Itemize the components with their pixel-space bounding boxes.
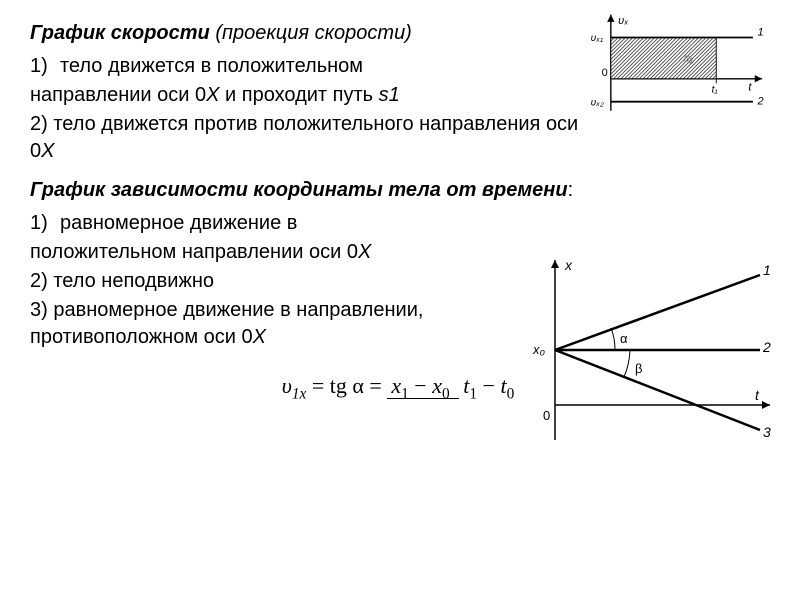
s1-item1-X: X bbox=[206, 84, 219, 106]
fd-s0: 0 bbox=[507, 385, 515, 402]
s1-item1-text: тело движется в положительном bbox=[60, 53, 363, 80]
g1-t1: t₁ bbox=[712, 85, 718, 96]
s1-item1-s1: s1 bbox=[379, 84, 400, 106]
fd-s1: 1 bbox=[469, 385, 477, 402]
coordinate-graph: x x₀ 0 t α β 1 2 3 bbox=[515, 255, 775, 445]
g2-l1: 1 bbox=[763, 262, 771, 278]
s2-item1-text: равномерное движение в bbox=[60, 210, 297, 237]
g1-xlabel: t bbox=[748, 82, 752, 94]
fn-s0: 0 bbox=[442, 385, 450, 402]
g2-zero: 0 bbox=[543, 408, 550, 423]
title2: График зависимости координаты тела от вр… bbox=[30, 179, 568, 201]
s1-item2: 2) тело движется против положительного н… bbox=[30, 111, 590, 165]
g2-beta: β bbox=[635, 361, 642, 376]
velocity-graph: υₓ υₓ₁ υₓ₂ 0 t₁ t s₁ 1 2 bbox=[575, 10, 775, 120]
s1-item1-num: 1) bbox=[30, 53, 60, 80]
s2-item1-num: 1) bbox=[30, 210, 60, 237]
g1-zero: 0 bbox=[602, 67, 608, 79]
g2-ylabel: x bbox=[564, 257, 573, 273]
s1-item1-cont-text: направлении оси 0 bbox=[30, 84, 206, 106]
s1-item2-X: X bbox=[41, 140, 54, 162]
s2-item1-cont-text: положительном направлении оси 0 bbox=[30, 241, 358, 263]
title1-part2: (проекция скорости) bbox=[215, 22, 412, 44]
fd-m: − bbox=[477, 373, 500, 398]
s2-item3-X: X bbox=[253, 326, 266, 348]
s1-item2-text: 2) тело движется против положительного н… bbox=[30, 113, 578, 162]
s1-item1-cont2: и проходит путь bbox=[219, 84, 378, 106]
section2-title: График зависимости координаты тела от вр… bbox=[30, 177, 770, 204]
formula-eq: = tg α = bbox=[312, 373, 387, 398]
g1-ylabel: υₓ bbox=[618, 15, 628, 27]
s2-item3: 3) равномерное движение в направлении, п… bbox=[30, 297, 590, 351]
g2-xlabel: t bbox=[755, 387, 760, 403]
formula-frac: x1 − x0 t1 − t0 bbox=[387, 371, 518, 405]
g2-l2: 2 bbox=[762, 339, 771, 355]
g2-x0: x₀ bbox=[532, 342, 546, 357]
g1-vx1: υₓ₁ bbox=[591, 33, 604, 44]
formula-lhs: υ1x bbox=[282, 373, 312, 398]
g1-vx2: υₓ₂ bbox=[591, 97, 604, 108]
fn-m: − bbox=[409, 373, 432, 398]
g1-l1: 1 bbox=[758, 27, 764, 39]
s2-item3-text: 3) равномерное движение в направлении, п… bbox=[30, 299, 423, 348]
g1-s1: s₁ bbox=[684, 52, 694, 64]
title1-part1: График скорости bbox=[30, 22, 215, 44]
g2-alpha: α bbox=[620, 331, 628, 346]
s2-item1: 1) равномерное движение в bbox=[30, 210, 770, 237]
formula-den: t1 − t0 bbox=[459, 373, 518, 398]
formula-num: x1 − x0 bbox=[387, 373, 459, 399]
s2-item1-X: X bbox=[358, 241, 371, 263]
g2-l3: 3 bbox=[763, 424, 771, 440]
fn-s1: 1 bbox=[401, 385, 409, 402]
fn-x1: x bbox=[391, 373, 401, 398]
formula-v: υ bbox=[282, 373, 292, 398]
formula-v-sub: 1x bbox=[292, 386, 307, 403]
fn-x0: x bbox=[432, 373, 442, 398]
g1-l2: 2 bbox=[757, 95, 764, 107]
title2-colon: : bbox=[568, 179, 574, 201]
